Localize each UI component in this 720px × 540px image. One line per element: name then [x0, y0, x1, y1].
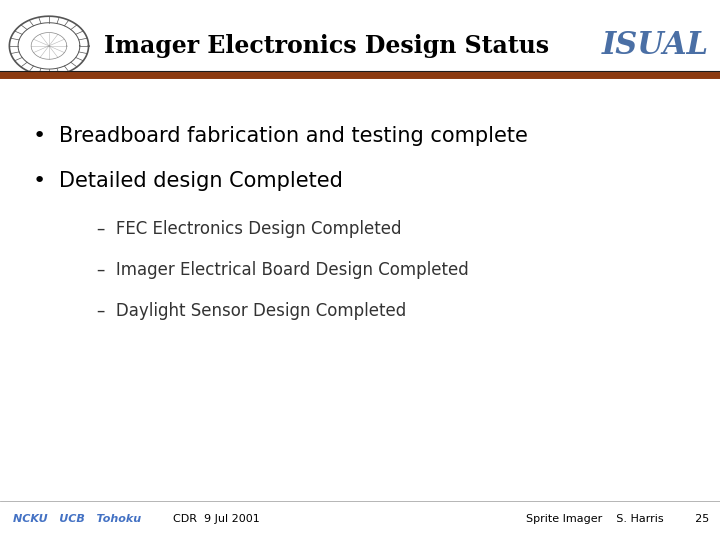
Text: ISUAL: ISUAL: [602, 30, 709, 62]
Text: Detailed design Completed: Detailed design Completed: [59, 171, 343, 191]
Text: Breadboard fabrication and testing complete: Breadboard fabrication and testing compl…: [59, 126, 528, 146]
Text: –  Daylight Sensor Design Completed: – Daylight Sensor Design Completed: [97, 301, 407, 320]
Text: •: •: [33, 171, 46, 191]
Text: –  Imager Electrical Board Design Completed: – Imager Electrical Board Design Complet…: [97, 261, 469, 279]
Text: Imager Electronics Design Status: Imager Electronics Design Status: [104, 34, 549, 58]
Text: –  FEC Electronics Design Completed: – FEC Electronics Design Completed: [97, 220, 402, 239]
Text: •: •: [33, 126, 46, 146]
Text: CDR  9 Jul 2001: CDR 9 Jul 2001: [173, 515, 259, 524]
Text: NCKU   UCB   Tohoku: NCKU UCB Tohoku: [13, 515, 141, 524]
Text: Sprite Imager    S. Harris         25: Sprite Imager S. Harris 25: [526, 515, 709, 524]
